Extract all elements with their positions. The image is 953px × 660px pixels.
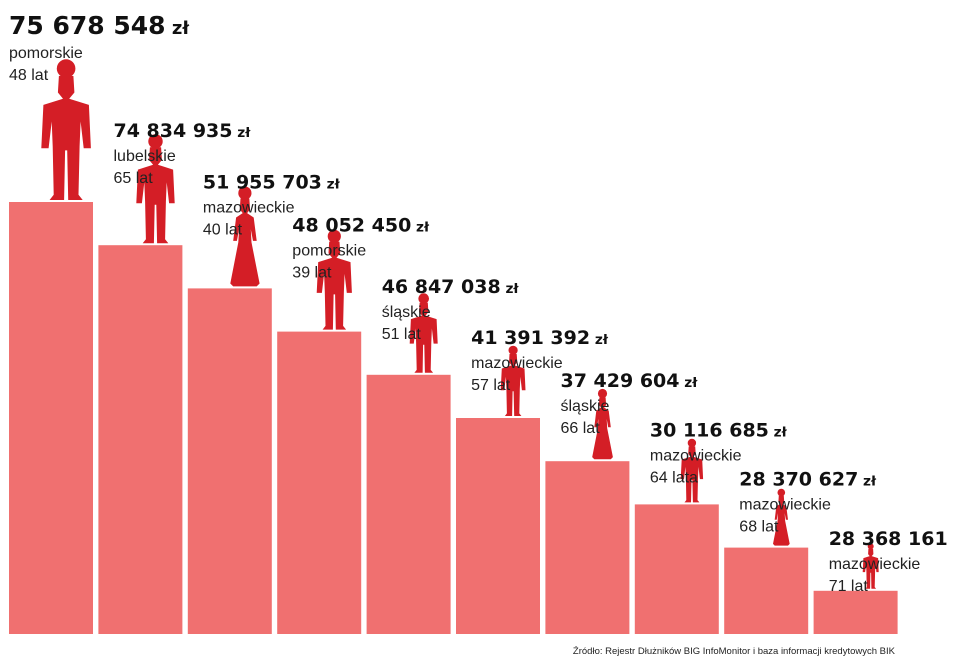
currency-label: zł xyxy=(501,281,520,297)
region-label: śląskie xyxy=(382,304,431,321)
currency-label: zł xyxy=(858,474,877,490)
age-label: 68 lat xyxy=(739,519,779,536)
region-label: pomorskie xyxy=(9,45,83,62)
amount-label: 28 370 627 zł xyxy=(739,469,877,491)
male-head-icon xyxy=(867,543,874,550)
age-label: 66 lat xyxy=(561,420,601,437)
rank-number: 5 xyxy=(371,325,406,383)
amount-value: 30 116 685 xyxy=(650,419,769,441)
bar xyxy=(545,461,630,634)
male-figure-icon xyxy=(136,147,175,244)
region-label: lubelskie xyxy=(114,148,176,165)
amount-label: 75 678 548 zł xyxy=(9,11,190,40)
amount-value: 51 955 703 xyxy=(203,171,322,193)
female-head-icon xyxy=(597,388,608,399)
rank-number: 6 xyxy=(460,371,493,426)
region-label: mazowieckie xyxy=(471,355,563,372)
age-label: 64 lata xyxy=(650,469,698,486)
male-figure-icon xyxy=(316,241,352,330)
region-label: mazowieckie xyxy=(203,199,295,216)
amount-value: 28 368 161 xyxy=(829,528,948,550)
female-head-icon xyxy=(777,488,786,497)
currency-label: zł xyxy=(322,176,341,192)
amount-label: 41 391 392 zł xyxy=(471,327,609,349)
amount-label: 48 052 450 zł xyxy=(292,215,430,237)
amount-value: 48 052 450 xyxy=(292,215,411,237)
male-head-icon xyxy=(687,438,697,448)
currency-label: zł xyxy=(948,533,953,549)
region-label: mazowieckie xyxy=(650,447,742,464)
amount-value: 41 391 392 xyxy=(471,327,590,349)
source-note: Źródło: Rejestr Dłużników BIG InfoMonito… xyxy=(573,646,896,657)
bar xyxy=(98,245,183,634)
amount-value: 75 678 548 xyxy=(9,11,166,40)
male-figure-icon xyxy=(680,446,704,503)
rank-number: 2 xyxy=(102,188,142,255)
age-label: 40 lat xyxy=(203,221,243,238)
age-label: 57 lat xyxy=(471,377,511,394)
amount-label: 30 116 685 zł xyxy=(650,419,788,441)
bar xyxy=(724,547,809,634)
amount-value: 37 429 604 xyxy=(561,370,680,392)
currency-label: zł xyxy=(590,332,609,348)
amount-value: 74 834 935 xyxy=(114,120,233,142)
female-figure-icon xyxy=(592,397,613,460)
bar xyxy=(366,374,451,634)
amount-value: 46 847 038 xyxy=(382,276,501,298)
rank-number: 10 xyxy=(826,557,871,595)
currency-label: zł xyxy=(411,220,430,236)
female-figure-icon xyxy=(773,495,790,546)
amount-label: 37 429 604 zł xyxy=(561,370,699,392)
region-label: śląskie xyxy=(561,398,610,415)
age-label: 65 lat xyxy=(114,170,154,187)
female-head-icon xyxy=(238,186,252,200)
bar xyxy=(187,288,272,634)
amount-label: 28 368 161 zł xyxy=(829,528,953,550)
male-head-icon xyxy=(327,229,341,243)
male-head-icon xyxy=(56,59,76,78)
age-label: 39 lat xyxy=(292,265,332,282)
amount-value: 28 370 627 xyxy=(739,469,858,491)
rank-number: 8 xyxy=(639,462,669,511)
currency-label: zł xyxy=(233,125,252,141)
currency-label: zł xyxy=(769,424,788,440)
currency-label: zł xyxy=(680,375,699,391)
region-label: mazowieckie xyxy=(739,497,831,514)
male-figure-icon xyxy=(862,548,879,589)
female-figure-icon xyxy=(230,198,260,287)
age-label: 48 lat xyxy=(9,67,49,84)
currency-label: zł xyxy=(166,18,191,39)
male-head-icon xyxy=(148,134,163,149)
rank-number: 9 xyxy=(728,508,756,554)
bar xyxy=(9,202,93,634)
male-head-icon xyxy=(508,345,518,355)
male-figure-icon xyxy=(41,76,91,200)
rank-number: 3 xyxy=(192,233,230,297)
amount-label: 46 847 038 zł xyxy=(382,276,520,298)
bar xyxy=(456,418,540,634)
male-figure-icon xyxy=(500,354,526,416)
male-figure-icon xyxy=(409,302,438,373)
bar xyxy=(813,590,898,634)
male-head-icon xyxy=(418,293,430,304)
rank-number: 7 xyxy=(549,415,580,468)
bar xyxy=(634,504,719,634)
age-label: 51 lat xyxy=(382,326,422,343)
amount-label: 51 955 703 zł xyxy=(203,171,341,193)
rank-number: 4 xyxy=(281,280,318,341)
region-label: mazowieckie xyxy=(829,556,921,573)
age-label: 71 lat xyxy=(829,578,869,595)
bar xyxy=(277,331,362,634)
region-label: pomorskie xyxy=(292,243,366,260)
amount-label: 74 834 935 zł xyxy=(114,120,252,142)
